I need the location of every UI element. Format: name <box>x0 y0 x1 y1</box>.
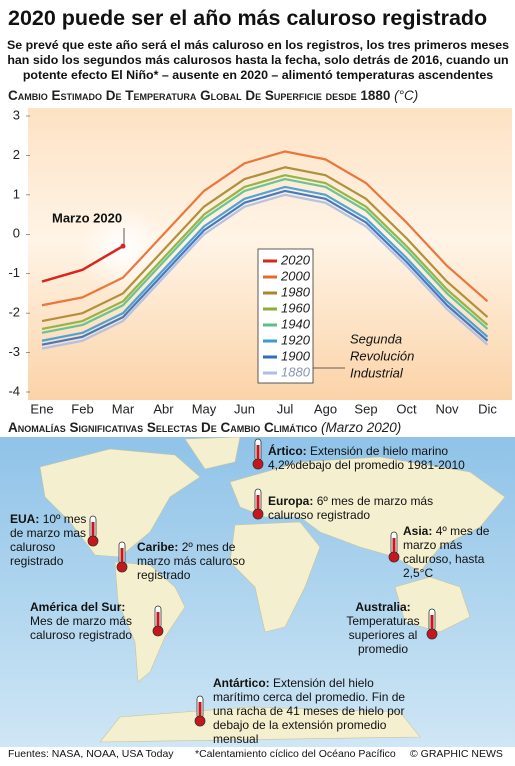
thermometer-bulb <box>194 715 206 727</box>
thermometer-fill <box>256 445 260 461</box>
thermometer-bulb <box>252 508 264 520</box>
x-tick-label: Feb <box>71 401 93 416</box>
y-tick-label: 3 <box>13 107 20 122</box>
callout-text: 10º mes de marzo mas caluroso registrado <box>10 512 87 568</box>
series-line <box>41 245 124 283</box>
chart: 3 2 1 0 -1 -2 -3 -4 Ene Feb Mar Abr May Jun Jul Ago Sep O… <box>8 107 512 416</box>
thermometer-bulb <box>152 625 164 637</box>
callout-text: Temperaturas superiores al promedio <box>346 614 420 656</box>
callout-heading: Caribe: <box>137 540 179 554</box>
callout-text: 6º mes de marzo más caluroso registrado <box>268 494 434 522</box>
callout-text: Extensión del hielo marítimo cerca del p… <box>213 676 406 746</box>
series-line <box>41 174 489 330</box>
glow <box>79 205 169 295</box>
footer-sources: Fuentes: NASA, NOAA, USA Today <box>8 748 174 760</box>
y-tick-label: 2 <box>13 147 20 162</box>
x-tick-label: Oct <box>396 401 417 416</box>
legend-label: 1880 <box>281 364 311 379</box>
x-tick-label: Mar <box>112 401 135 416</box>
annotation: Industrial <box>350 365 404 380</box>
end-marker <box>120 243 126 249</box>
callout-text: 4º mes de marzo más caluroso, hasta 2,5°… <box>403 524 490 580</box>
thermometer-fill <box>120 548 124 564</box>
map-subtitle: (Marzo 2020) <box>321 420 402 435</box>
callout: América del Sur: Mes de marzo más caluro… <box>30 600 142 642</box>
legend-label: 1960 <box>281 300 311 315</box>
series-line <box>41 150 489 307</box>
annotation: Segunda <box>350 331 402 346</box>
series-line <box>41 177 489 334</box>
x-tick-label: Dic <box>478 401 497 416</box>
callout: Europa: 6º mes de marzo más caluroso reg… <box>268 494 443 522</box>
y-tick-label: 0 <box>13 226 20 241</box>
legend-box <box>257 248 314 384</box>
x-tick-label: Ago <box>314 401 337 416</box>
legend-label: 2000 <box>280 268 311 283</box>
callout: EUA: 10º mes de marzo mas caluroso regis… <box>10 512 88 568</box>
continents <box>39 437 506 743</box>
thermometer-fill <box>91 522 95 538</box>
series-line <box>41 166 489 323</box>
legend-label: 2020 <box>280 252 311 267</box>
callout-heading: EUA: <box>10 512 40 526</box>
legend-label: 1920 <box>281 332 311 347</box>
footer-credit: © GRAPHIC NEWS <box>410 748 503 760</box>
x-tick-label: Sep <box>354 401 377 416</box>
world-map <box>0 437 515 747</box>
thermometer-fill <box>198 702 202 718</box>
callout-text: 2º mes de marzo más caluroso registrado <box>137 540 246 582</box>
map-title: Anomalías Significativas Selectas De Cam… <box>8 420 318 435</box>
x-tick-label: Jul <box>277 401 294 416</box>
callout-heading: Europa: <box>268 494 314 508</box>
x-tick-label: Abr <box>153 401 174 416</box>
callout: Asia: 4º mes de marzo más caluroso, hast… <box>403 524 508 580</box>
thermometer-fill <box>392 538 396 554</box>
y-tick-label: -3 <box>8 344 20 359</box>
x-tick-label: Ene <box>30 401 53 416</box>
x-tick-label: May <box>192 401 217 416</box>
annotation: Revolución <box>350 348 414 363</box>
callout: Ártico: Extensión de hielo marino 4,2%de… <box>268 444 500 472</box>
callout-heading: Asia: <box>403 524 433 538</box>
callout-heading: Australia: <box>355 600 411 614</box>
callout-text: Mes de marzo más caluroso registrado <box>30 614 133 642</box>
annotation: Marzo 2020 <box>52 210 122 225</box>
series-line <box>41 193 489 350</box>
y-tick-label: -1 <box>8 265 20 280</box>
callout-text: Extensión de hielo marino 4,2%debajo del… <box>268 444 465 472</box>
thermometer-bulb <box>116 561 128 573</box>
y-tick-label: -4 <box>8 383 20 398</box>
thermometer-fill <box>430 615 434 631</box>
subtitle: Se prevé que este año será el más caluro… <box>6 38 510 82</box>
y-tick-label: -2 <box>8 305 20 320</box>
y-tick-label: 1 <box>13 186 20 201</box>
x-tick-label: Nov <box>435 401 459 416</box>
callout-heading: Antártico: <box>213 676 270 690</box>
legend-label: 1980 <box>281 284 311 299</box>
unit: (°C) <box>394 88 419 103</box>
thermometer-bulb <box>252 458 264 470</box>
callout: Antártico: Extensión del hielo marítimo … <box>213 676 421 746</box>
legend-label: 1900 <box>281 348 311 363</box>
title: 2020 puede ser el año más caluroso regis… <box>8 6 488 30</box>
callout-heading: Ártico: <box>268 444 307 458</box>
thermometer-fill <box>156 612 160 628</box>
callout: Australia: Temperaturas superiores al pr… <box>338 600 428 656</box>
legend-label: 1940 <box>281 316 311 331</box>
callout: Caribe: 2º mes de marzo más caluroso reg… <box>137 540 255 582</box>
callout-heading: América del Sur: <box>30 600 126 614</box>
chart-title: Cambio Estimado De Temperatura Global De… <box>8 88 391 103</box>
thermometer-bulb <box>87 535 99 547</box>
thermometer-bulb <box>426 628 438 640</box>
thermometer-bulb <box>388 551 400 563</box>
thermometer-fill <box>256 495 260 511</box>
chart-header: Cambio Estimado De Temperatura Global De… <box>8 88 418 103</box>
map-header: Anomalías Significativas Selectas De Cam… <box>8 420 401 435</box>
x-tick-label: Jun <box>234 401 255 416</box>
series-line <box>41 185 489 342</box>
footer-note: *Calentamiento cíclico del Océano Pacífi… <box>195 748 396 760</box>
series-line <box>41 189 489 346</box>
